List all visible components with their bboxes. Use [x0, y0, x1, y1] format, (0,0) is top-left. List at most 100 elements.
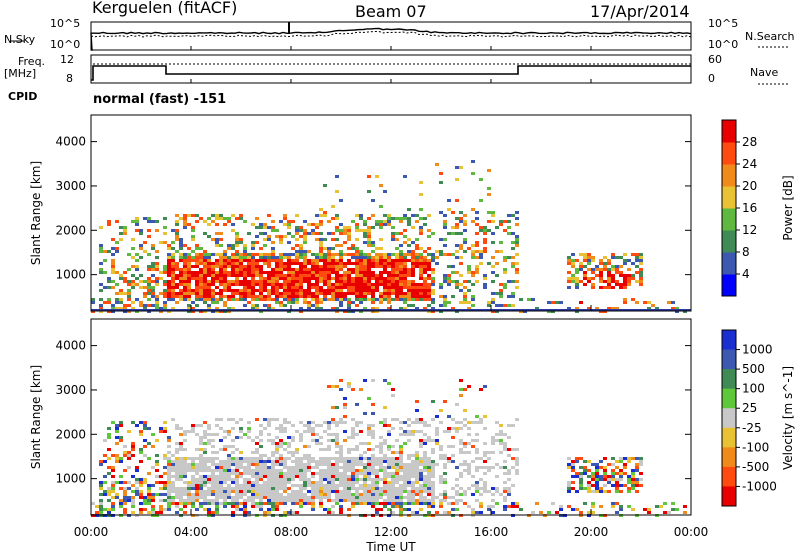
heatmap-cell [291, 478, 295, 481]
heatmap-cell [199, 439, 203, 442]
heatmap-cell [391, 502, 395, 505]
heatmap-cell [327, 490, 331, 493]
heatmap-cell [407, 478, 411, 481]
heatmap-cell [319, 238, 323, 241]
heatmap-cell [335, 271, 339, 274]
heatmap-cell [343, 271, 347, 274]
heatmap-cell [335, 487, 339, 490]
heatmap-cell [339, 292, 343, 295]
heatmap-cell [243, 277, 247, 280]
heatmap-cell [495, 463, 499, 466]
heatmap-cell [639, 472, 643, 475]
heatmap-cell [195, 220, 199, 223]
heatmap-cell [379, 445, 383, 448]
heatmap-cell [331, 466, 335, 469]
heatmap-cell [207, 469, 211, 472]
heatmap-cell [219, 277, 223, 280]
heatmap-cell [623, 286, 627, 289]
heatmap-cell [243, 499, 247, 502]
heatmap-cell [375, 289, 379, 292]
heatmap-cell [235, 484, 239, 487]
heatmap-cell [339, 388, 343, 391]
heatmap-cell [215, 298, 219, 301]
heatmap-cell [419, 430, 423, 433]
heatmap-cell [291, 253, 295, 256]
heatmap-cell [227, 430, 231, 433]
heatmap-cell [347, 499, 351, 502]
heatmap-cell [567, 262, 571, 265]
heatmap-cell [183, 283, 187, 286]
heatmap-cell [631, 274, 635, 277]
heatmap-cell [119, 460, 123, 463]
heatmap-cell [295, 259, 299, 262]
heatmap-cell [223, 490, 227, 493]
heatmap-cell [455, 502, 459, 505]
heatmap-cell [171, 502, 175, 505]
heatmap-cell [199, 502, 203, 505]
heatmap-cell [367, 466, 371, 469]
heatmap-cell [155, 454, 159, 457]
heatmap-cell [239, 508, 243, 511]
heatmap-cell [187, 292, 191, 295]
heatmap-cell [631, 475, 635, 478]
heatmap-cell [499, 430, 503, 433]
colorbar-segment [722, 186, 736, 209]
heatmap-cell [267, 487, 271, 490]
heatmap-cell [187, 469, 191, 472]
heatmap-cell [391, 445, 395, 448]
heatmap-cell [347, 304, 351, 307]
heatmap-cell [267, 256, 271, 259]
heatmap-cell [419, 499, 423, 502]
heatmap-cell [323, 457, 327, 460]
heatmap-cell [403, 433, 407, 436]
heatmap-cell [243, 304, 247, 307]
heatmap-cell [295, 472, 299, 475]
heatmap-cell [119, 499, 123, 502]
heatmap-cell [491, 499, 495, 502]
heatmap-cell [347, 289, 351, 292]
heatmap-cell [259, 460, 263, 463]
heatmap-cell [427, 286, 431, 289]
heatmap-cell [187, 493, 191, 496]
heatmap-cell [323, 283, 327, 286]
heatmap-cell [331, 463, 335, 466]
heatmap-cell [283, 448, 287, 451]
heatmap-cell [443, 496, 447, 499]
heatmap-cell [307, 268, 311, 271]
heatmap-cell [607, 280, 611, 283]
heatmap-cell [319, 493, 323, 496]
heatmap-cell [215, 214, 219, 217]
heatmap-cell [239, 295, 243, 298]
heatmap-cell [311, 268, 315, 271]
heatmap-cell [411, 502, 415, 505]
heatmap-cell [291, 511, 295, 514]
heatmap-cell [267, 508, 271, 511]
heatmap-cell [215, 481, 219, 484]
heatmap-cell [311, 292, 315, 295]
heatmap-cell [487, 193, 491, 196]
heatmap-cell [423, 484, 427, 487]
heatmap-cell [683, 511, 687, 514]
heatmap-cell [507, 226, 511, 229]
heatmap-cell [407, 502, 411, 505]
heatmap-cell [487, 490, 491, 493]
heatmap-cell [167, 253, 171, 256]
heatmap-cell [391, 394, 395, 397]
heatmap-cell [215, 280, 219, 283]
heatmap-cell [459, 379, 463, 382]
heatmap-cell [319, 472, 323, 475]
heatmap-cell [511, 505, 515, 508]
heatmap-cell [403, 214, 407, 217]
heatmap-cell [379, 259, 383, 262]
heatmap-cell [427, 475, 431, 478]
heatmap-cell [363, 274, 367, 277]
heatmap-cell [271, 490, 275, 493]
heatmap-cell [587, 484, 591, 487]
heatmap-cell [331, 262, 335, 265]
heatmap-cell [139, 256, 143, 259]
heatmap-cell [299, 484, 303, 487]
heatmap-cell [339, 298, 343, 301]
heatmap-cell [195, 271, 199, 274]
heatmap-cell [383, 262, 387, 265]
heatmap-cell [111, 496, 115, 499]
